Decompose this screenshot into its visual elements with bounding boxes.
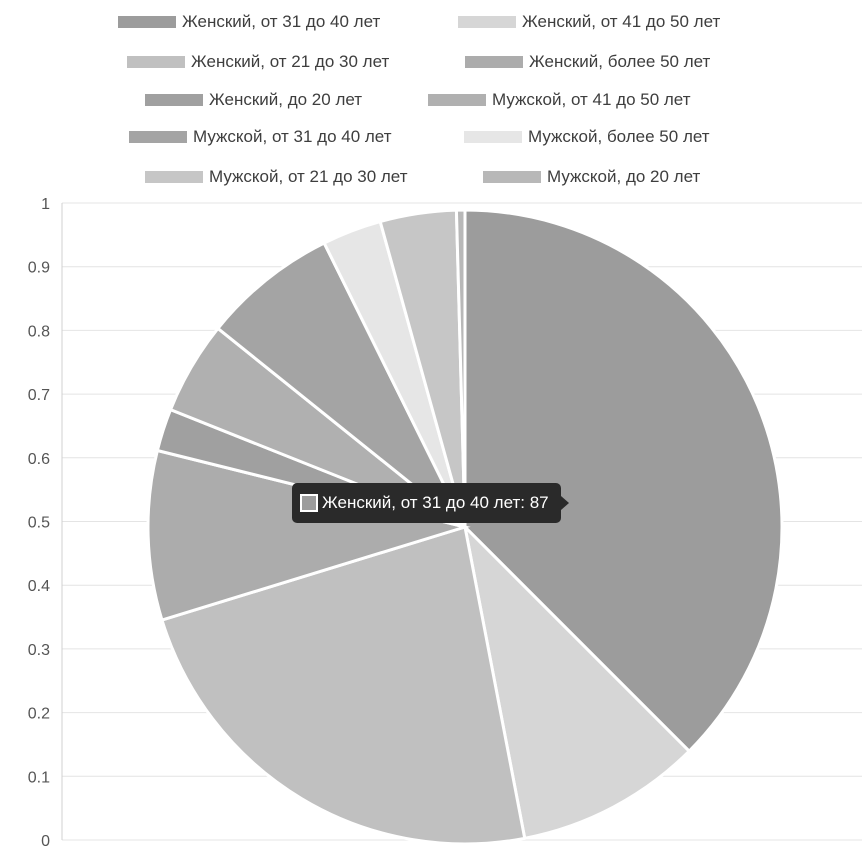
- legend-swatch: [118, 16, 176, 28]
- legend-item[interactable]: Женский, от 31 до 40 лет: [118, 12, 380, 32]
- legend-label: Женский, до 20 лет: [209, 90, 363, 109]
- legend-item[interactable]: Мужской, от 31 до 40 лет: [129, 127, 392, 147]
- legend-swatch: [428, 94, 486, 106]
- legend-swatch: [145, 94, 203, 106]
- legend-swatch: [145, 171, 203, 183]
- legend-label: Женский, от 41 до 50 лет: [522, 12, 721, 31]
- legend-item[interactable]: Женский, от 41 до 50 лет: [458, 12, 720, 32]
- y-tick-label: 0.6: [28, 451, 50, 468]
- pie-slice[interactable]: [454, 208, 467, 528]
- legend-swatch: [483, 171, 541, 183]
- y-tick-label: 0.8: [28, 323, 50, 340]
- y-tick-label: 0.2: [28, 706, 50, 723]
- tooltip-text: Женский, от 31 до 40 лет: 87: [322, 493, 549, 512]
- pie-slice[interactable]: [160, 525, 527, 846]
- legend-item[interactable]: Мужской, до 20 лет: [483, 167, 700, 187]
- chart-tooltip: Женский, от 31 до 40 лет: 87: [292, 483, 569, 523]
- legend-item[interactable]: Женский, более 50 лет: [465, 52, 710, 72]
- pie-slice[interactable]: [146, 448, 471, 622]
- legend-swatch: [458, 16, 516, 28]
- legend-swatch: [129, 131, 187, 143]
- y-tick-label: 1: [41, 196, 50, 213]
- pie-slice[interactable]: [463, 208, 784, 754]
- legend-label: Женский, от 21 до 30 лет: [191, 52, 390, 71]
- legend-swatch: [464, 131, 522, 143]
- y-tick-label: 0.1: [28, 769, 50, 786]
- legend-swatch: [465, 56, 523, 68]
- legend-swatch: [127, 56, 185, 68]
- y-tick-label: 0: [41, 833, 50, 849]
- chart-legend: Женский, от 31 до 40 лет Женский, от 41 д…: [0, 0, 862, 200]
- y-tick-label: 0.5: [28, 515, 50, 532]
- tooltip-swatch: [300, 494, 318, 512]
- y-tick-label: 0.3: [28, 642, 50, 659]
- pie-slice[interactable]: [215, 240, 467, 529]
- legend-item[interactable]: Мужской, более 50 лет: [464, 127, 710, 147]
- y-tick-label: 0.9: [28, 260, 50, 277]
- y-tick-label: 0.4: [28, 578, 50, 595]
- y-tick-label: 0.7: [28, 387, 50, 404]
- legend-label: Мужской, от 21 до 30 лет: [209, 167, 408, 186]
- legend-label: Мужской, до 20 лет: [547, 167, 701, 186]
- legend-label: Мужской, от 31 до 40 лет: [193, 127, 392, 146]
- legend-label: Женский, от 31 до 40 лет: [182, 12, 381, 31]
- legend-item[interactable]: Мужской, от 41 до 50 лет: [428, 90, 691, 110]
- legend-item[interactable]: Женский, до 20 лет: [145, 90, 362, 110]
- legend-label: Женский, более 50 лет: [529, 52, 711, 71]
- pie-slice[interactable]: [462, 522, 692, 841]
- legend-item[interactable]: Женский, от 21 до 30 лет: [127, 52, 389, 72]
- legend-label: Мужской, от 41 до 50 лет: [492, 90, 691, 109]
- legend-item[interactable]: Мужской, от 21 до 30 лет: [145, 167, 408, 187]
- legend-label: Мужской, более 50 лет: [528, 127, 710, 146]
